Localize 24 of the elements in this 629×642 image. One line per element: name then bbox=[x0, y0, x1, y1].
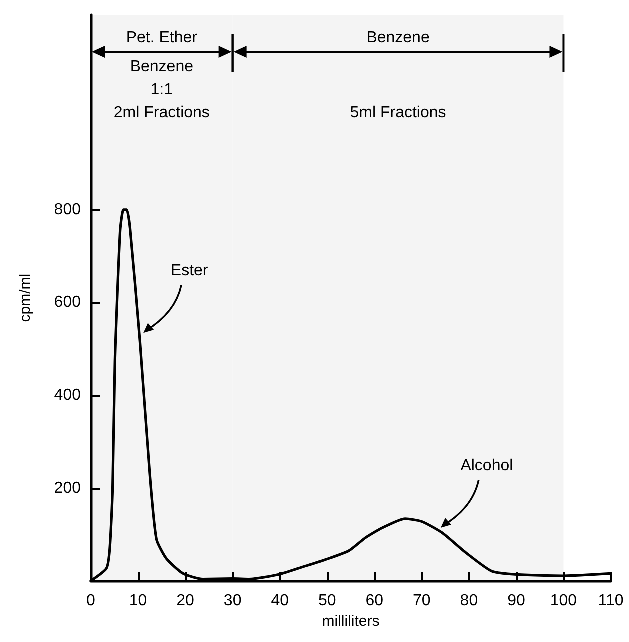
y-axis-title: cpm/ml bbox=[17, 274, 34, 322]
x-tick-label: 10 bbox=[129, 592, 148, 610]
y-tick-label: 600 bbox=[54, 294, 82, 312]
x-tick-label: 0 bbox=[86, 592, 96, 610]
y-tick-label: 400 bbox=[54, 386, 82, 404]
x-tick-label: 80 bbox=[460, 592, 478, 610]
y-tick-label: 800 bbox=[54, 201, 82, 218]
x-tick-label: 60 bbox=[366, 592, 384, 610]
x-tick-label: 30 bbox=[224, 592, 242, 610]
y-tick-label: 200 bbox=[54, 480, 82, 497]
annotation: Alcohol bbox=[460, 458, 514, 475]
annotation: 2ml Fractions bbox=[114, 104, 210, 122]
x-tick-label: 100 bbox=[550, 592, 578, 610]
x-tick-label: 70 bbox=[413, 592, 431, 610]
x-tick-label: 90 bbox=[508, 592, 526, 610]
band-label: Benzene bbox=[366, 30, 430, 46]
x-tick-label: 40 bbox=[271, 592, 290, 610]
annotation: 5ml Fractions bbox=[350, 104, 446, 122]
band-label: Pet. Ether Benzene 1:1 bbox=[126, 30, 198, 98]
x-axis-title: milliliters bbox=[322, 613, 380, 630]
x-tick-label: 20 bbox=[176, 592, 195, 610]
x-tick-label: 110 bbox=[598, 592, 624, 610]
annotation: Ester bbox=[170, 262, 209, 280]
x-tick-label: 50 bbox=[318, 592, 336, 610]
